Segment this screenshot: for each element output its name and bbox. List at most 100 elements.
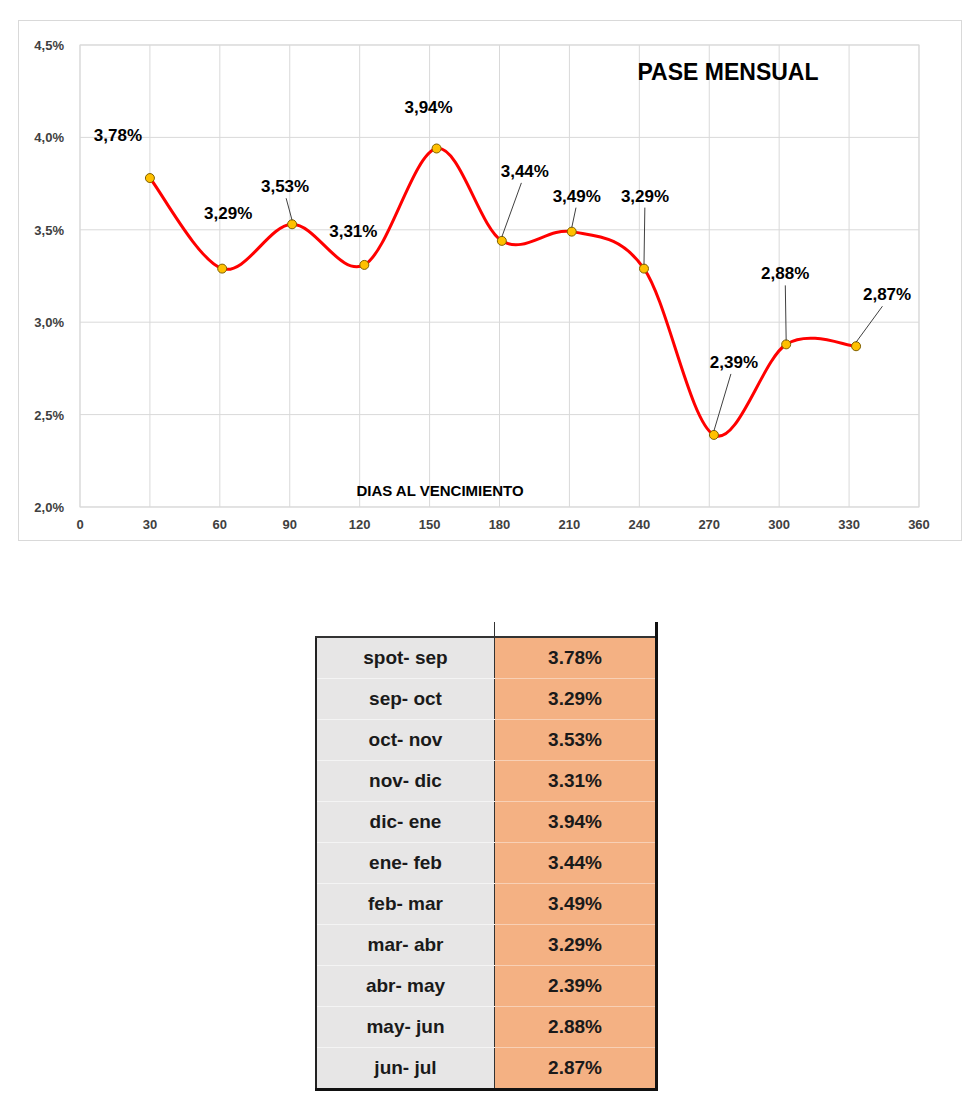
table-row: ene- feb3.44%	[316, 843, 657, 884]
x-grid	[639, 45, 640, 507]
x-axis-label: DIAS AL VENCIMIENTO	[356, 482, 524, 499]
header-cell	[495, 622, 657, 637]
marker	[218, 264, 227, 273]
period-cell: sep- oct	[316, 679, 495, 720]
table-row: dic- ene3.94%	[316, 802, 657, 843]
table-row: mar- abr3.29%	[316, 925, 657, 966]
marker	[288, 220, 297, 229]
x-tick-label: 90	[283, 517, 297, 532]
marker	[639, 264, 648, 273]
x-tick-label: 330	[838, 517, 860, 532]
table-row: may- jun2.88%	[316, 1007, 657, 1048]
x-tick-label: 180	[489, 517, 511, 532]
table: spot- sep3.78%sep- oct3.29%oct- nov3.53%…	[315, 622, 658, 1091]
title: PASE MENSUAL	[637, 59, 818, 85]
data-label: 3,31%	[329, 222, 377, 241]
marker	[567, 227, 576, 236]
data-label: 3,53%	[261, 177, 309, 196]
x-tick-label: 360	[908, 517, 930, 532]
leader-line	[856, 306, 882, 342]
table-header-row	[316, 622, 657, 637]
x-tick-label: 240	[628, 517, 650, 532]
rate-cell: 2.88%	[495, 1007, 657, 1048]
x-grid	[359, 45, 360, 507]
table-row: jun- jul2.87%	[316, 1048, 657, 1090]
leader-line	[286, 198, 292, 220]
y-tick-label: 2,5%	[34, 408, 64, 423]
header-cell	[316, 622, 495, 637]
period-cell: dic- ene	[316, 802, 495, 843]
table-row: sep- oct3.29%	[316, 679, 657, 720]
marker	[432, 144, 441, 153]
y-tick-label: 2,0%	[34, 500, 64, 515]
table-row: spot- sep3.78%	[316, 637, 657, 679]
rate-cell: 2.87%	[495, 1048, 657, 1090]
period-cell: spot- sep	[316, 637, 495, 679]
leader-line	[714, 374, 731, 431]
marker	[360, 260, 369, 269]
chart: 2,0% 2,5% 3,0% 3,5% 4,0% 4,5% 0 30 60 90 120 150 180…	[0, 0, 980, 560]
leader-line	[643, 208, 645, 265]
data-label: 3,78%	[94, 126, 142, 145]
plot-frame	[80, 45, 919, 507]
data-label: 3,49%	[553, 187, 601, 206]
period-cell: may- jun	[316, 1007, 495, 1048]
rate-cell: 3.29%	[495, 679, 657, 720]
marker	[782, 340, 791, 349]
data-label: 3,44%	[501, 162, 549, 181]
rate-cell: 3.49%	[495, 884, 657, 925]
x-tick-label: 60	[213, 517, 227, 532]
x-grid	[709, 45, 710, 507]
rate-cell: 3.78%	[495, 637, 657, 679]
data-label: 3,29%	[204, 204, 252, 223]
y-tick-label: 3,0%	[34, 315, 64, 330]
x-grid	[499, 45, 500, 507]
x-tick-label: 30	[143, 517, 157, 532]
x-tick-label: 120	[349, 517, 371, 532]
leader-line	[785, 285, 787, 340]
plot-area	[145, 144, 860, 439]
x-grid	[219, 45, 220, 507]
y-tick-label: 3,5%	[34, 223, 64, 238]
period-cell: abr- may	[316, 966, 495, 1007]
x-tick-label: 150	[419, 517, 441, 532]
x-tick-label: 300	[768, 517, 790, 532]
line	[150, 148, 856, 436]
rate-cell: 3.94%	[495, 802, 657, 843]
data-label: 2,87%	[863, 285, 911, 304]
period-cell: oct- nov	[316, 720, 495, 761]
data-label: 3,94%	[404, 98, 452, 117]
period-cell: mar- abr	[316, 925, 495, 966]
x-tick-label: 0	[76, 517, 83, 532]
period-cell: feb- mar	[316, 884, 495, 925]
period-cell: jun- jul	[316, 1048, 495, 1090]
x-grid	[80, 45, 81, 507]
marker	[145, 174, 154, 183]
x-grid	[569, 45, 570, 507]
chart-frame	[19, 21, 962, 541]
marker	[852, 342, 861, 351]
y-tick-label: 4,5%	[34, 38, 64, 53]
data-label: 3,29%	[621, 187, 669, 206]
table-row: nov- dic3.31%	[316, 761, 657, 802]
rate-cell: 3.44%	[495, 843, 657, 884]
x-tick-label: 210	[559, 517, 581, 532]
table-row: feb- mar3.49%	[316, 884, 657, 925]
rate-cell: 3.29%	[495, 925, 657, 966]
rate-cell: 2.39%	[495, 966, 657, 1007]
x-grid	[849, 45, 850, 507]
table-row: abr- may2.39%	[316, 966, 657, 1007]
data-label: 2,39%	[710, 353, 758, 372]
rate-cell: 3.31%	[495, 761, 657, 802]
x-tick-label: 270	[698, 517, 720, 532]
period-cell: nov- dic	[316, 761, 495, 802]
marker	[709, 430, 718, 439]
period-cell: ene- feb	[316, 843, 495, 884]
leader-line	[572, 208, 576, 228]
x-grid	[919, 45, 920, 507]
x-grid	[289, 45, 290, 507]
table-row: oct- nov3.53%	[316, 720, 657, 761]
y-tick-label: 4,0%	[34, 130, 64, 145]
x-grid	[149, 45, 150, 507]
marker	[497, 236, 506, 245]
